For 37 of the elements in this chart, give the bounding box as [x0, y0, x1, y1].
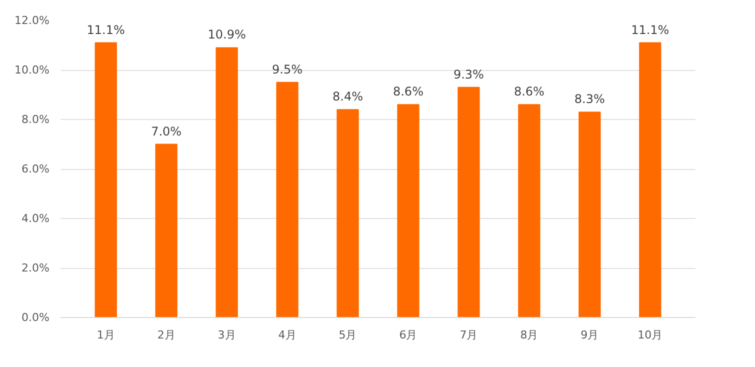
- bar: [458, 86, 480, 318]
- data-label: 9.5%: [272, 62, 303, 76]
- y-tick-label: 2.0%: [22, 262, 50, 274]
- bar: [336, 109, 359, 318]
- data-label: 8.6%: [514, 84, 544, 99]
- bar: [639, 42, 662, 318]
- x-tick-label: 7月: [460, 328, 478, 342]
- bar: [216, 47, 238, 318]
- bar: [94, 42, 117, 318]
- bar: [276, 82, 298, 318]
- data-label: 11.1%: [86, 22, 125, 37]
- bar: [155, 144, 178, 318]
- data-label: 8.4%: [332, 90, 364, 104]
- x-tick-label: 6月: [399, 328, 418, 342]
- data-label: 7.0%: [151, 124, 182, 138]
- x-tick-label: 4月: [278, 328, 296, 342]
- x-tick-label: 5月: [338, 328, 357, 342]
- x-tick-label: 1月: [96, 328, 115, 342]
- bar: [397, 104, 420, 318]
- data-label: 10.9%: [208, 28, 246, 42]
- data-label: 11.1%: [631, 22, 670, 37]
- y-tick-label: 4.0%: [22, 212, 50, 225]
- x-tick-label: 9月: [580, 328, 599, 342]
- y-tick-label: 8.0%: [22, 113, 50, 126]
- y-tick-label: 12.0%: [14, 14, 50, 27]
- bar: [518, 104, 540, 318]
- x-tick-label: 10月: [638, 328, 663, 342]
- x-tick-label: 8月: [520, 328, 538, 342]
- data-label: 8.6%: [392, 84, 424, 99]
- data-label: 9.3%: [453, 67, 484, 82]
- x-tick-label: 3月: [218, 328, 236, 342]
- y-tick-label: 0.0%: [22, 311, 50, 324]
- data-label: 8.3%: [574, 92, 605, 106]
- y-tick-label: 10.0%: [14, 64, 50, 76]
- x-tick-label: 2月: [157, 328, 176, 342]
- bar: [578, 112, 601, 318]
- y-tick-label: 6.0%: [22, 162, 50, 176]
